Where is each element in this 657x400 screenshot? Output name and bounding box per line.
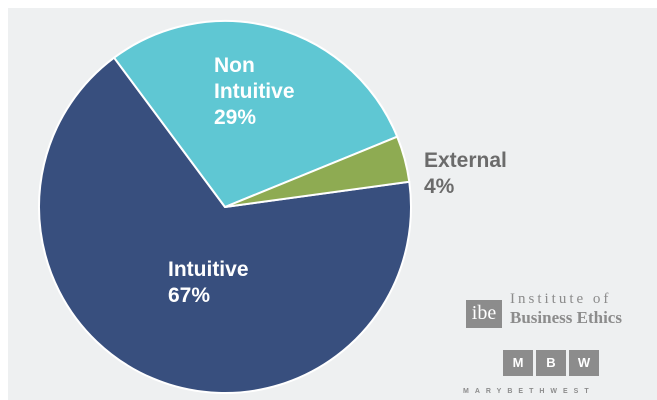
- slice-percent-label: 4%: [424, 175, 455, 198]
- slice-label-external: External 4%: [424, 149, 507, 198]
- slice-name-label: External: [424, 149, 507, 172]
- ibe-logo: ibe Institute of Business Ethics: [466, 291, 657, 331]
- mbw-letter-b: B: [536, 350, 566, 376]
- pie-slice-external: [224, 135, 411, 208]
- pie-slice-intuitive: [38, 56, 412, 395]
- slice-label-intuitive: Intuitive 67%: [168, 258, 249, 307]
- ibe-logo-mark: ibe: [466, 300, 502, 328]
- chart-panel: Intuitive 67% Non Intuitive 29% External 4% ib…: [8, 8, 657, 400]
- ibe-logo-line2: Business Ethics: [510, 308, 622, 327]
- ibe-logo-line1: Institute of: [510, 291, 612, 307]
- mbw-logo-subtitle: MARYBETHWEST: [463, 388, 595, 395]
- slice-name-label: Intuitive: [214, 80, 295, 103]
- mbw-logo: M B W MARYBETHWEST: [463, 350, 609, 395]
- slice-label-non-intuitive: Non Intuitive 29%: [214, 54, 295, 129]
- slice-percent-label: 29%: [214, 106, 256, 129]
- mbw-letter-w: W: [569, 350, 599, 376]
- pie-chart: Intuitive 67% Non Intuitive 29% External 4%: [38, 20, 507, 395]
- mbw-letter-m: M: [503, 350, 533, 376]
- slice-percent-label: 67%: [168, 284, 210, 307]
- slice-name-label: Intuitive: [168, 258, 249, 281]
- slice-name-label: Non: [214, 54, 255, 77]
- pie-slice-non-intuitive: [113, 20, 399, 208]
